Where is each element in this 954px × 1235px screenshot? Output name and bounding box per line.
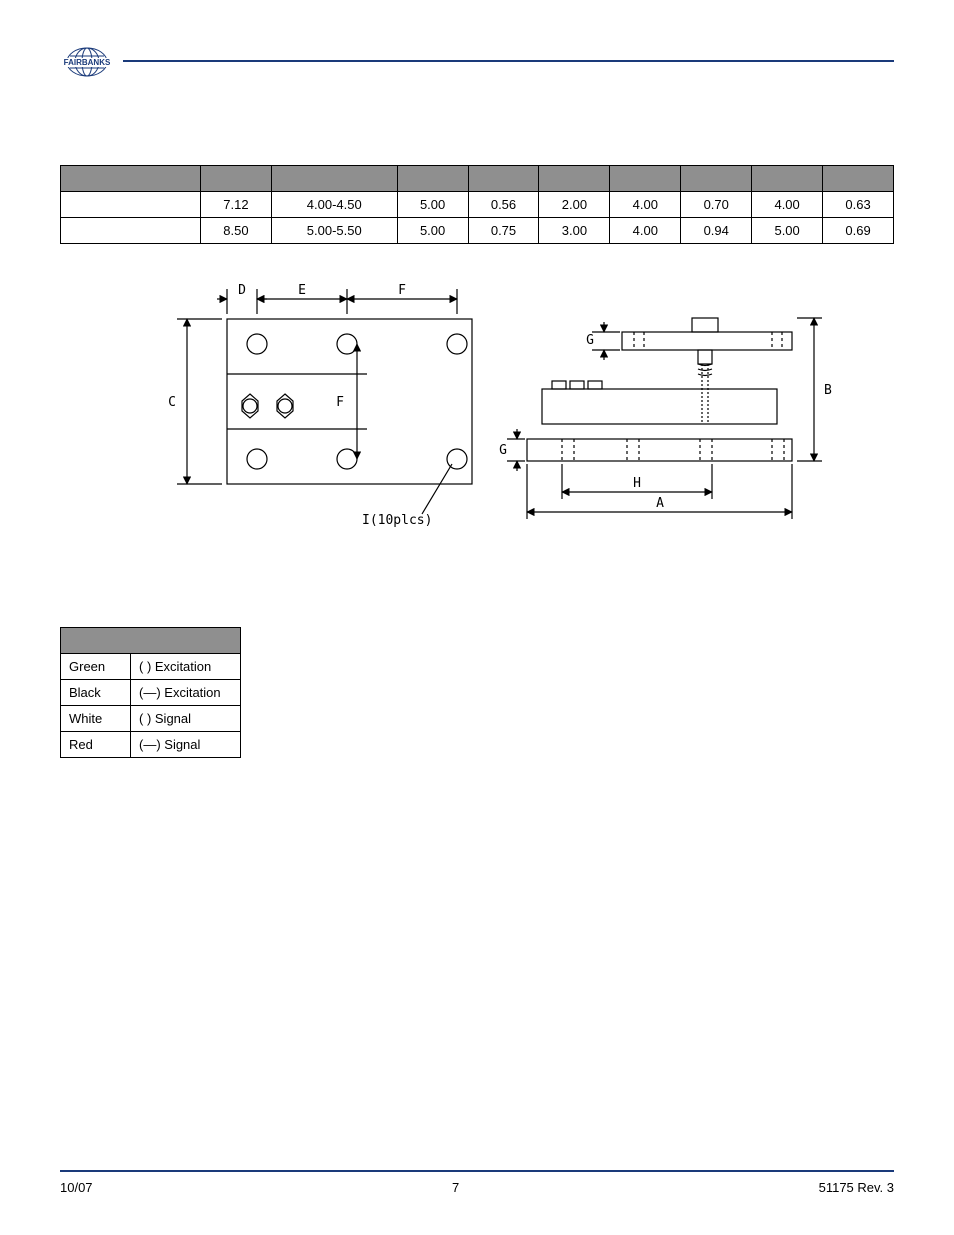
dim-cell xyxy=(61,192,201,218)
wiring-table: Green ( ) Excitation Black (—) Excitatio… xyxy=(60,627,241,758)
dim-th xyxy=(539,166,610,192)
dim-cell: 5.00 xyxy=(397,218,468,244)
dim-cell: 3.00 xyxy=(539,218,610,244)
wire-th xyxy=(61,628,241,654)
wire-function: ( ) Excitation xyxy=(131,654,241,680)
svg-text:G: G xyxy=(499,443,507,458)
dim-th xyxy=(61,166,201,192)
dim-cell: 8.50 xyxy=(201,218,272,244)
mechanical-diagram: D E F C F I(10plcs) xyxy=(60,274,894,547)
dim-th xyxy=(752,166,823,192)
dimensions-table: 7.12 4.00-4.50 5.00 0.56 2.00 4.00 0.70 … xyxy=(60,165,894,244)
dim-cell: 0.56 xyxy=(468,192,539,218)
dim-cell: 4.00-4.50 xyxy=(271,192,397,218)
dim-th xyxy=(823,166,894,192)
svg-text:B: B xyxy=(824,383,832,398)
dimensions-table-header xyxy=(61,166,894,192)
dim-cell: 0.63 xyxy=(823,192,894,218)
page-header: FAIRBANKS xyxy=(60,40,894,85)
fairbanks-logo: FAIRBANKS xyxy=(60,40,115,85)
dim-cell: 5.00 xyxy=(752,218,823,244)
header-rule xyxy=(123,60,894,62)
svg-text:F: F xyxy=(336,395,344,410)
dim-cell: 4.00 xyxy=(610,192,681,218)
wire-color: Red xyxy=(61,732,131,758)
dim-cell: 0.94 xyxy=(681,218,752,244)
dim-cell: 7.12 xyxy=(201,192,272,218)
footer-date: 10/07 xyxy=(60,1180,93,1195)
dim-cell: 4.00 xyxy=(610,218,681,244)
table-row: 8.50 5.00-5.50 5.00 0.75 3.00 4.00 0.94 … xyxy=(61,218,894,244)
footer-doc-id: 51175 Rev. 3 xyxy=(819,1180,894,1195)
page-footer: 10/07 7 51175 Rev. 3 xyxy=(60,1170,894,1195)
svg-text:H: H xyxy=(633,476,641,491)
wire-color: Green xyxy=(61,654,131,680)
dim-th xyxy=(468,166,539,192)
dim-cell: 0.75 xyxy=(468,218,539,244)
dim-th xyxy=(201,166,272,192)
table-row: White ( ) Signal xyxy=(61,706,241,732)
table-row: 7.12 4.00-4.50 5.00 0.56 2.00 4.00 0.70 … xyxy=(61,192,894,218)
svg-text:F: F xyxy=(398,283,406,298)
footer-page-number: 7 xyxy=(452,1180,459,1195)
wire-function: ( ) Signal xyxy=(131,706,241,732)
table-row: Black (—) Excitation xyxy=(61,680,241,706)
dim-cell: 5.00 xyxy=(397,192,468,218)
table-row: Green ( ) Excitation xyxy=(61,654,241,680)
dim-cell: 5.00-5.50 xyxy=(271,218,397,244)
dim-cell xyxy=(61,218,201,244)
table-row: Red (—) Signal xyxy=(61,732,241,758)
dim-th xyxy=(397,166,468,192)
dim-th xyxy=(271,166,397,192)
footer-rule xyxy=(60,1170,894,1172)
svg-text:C: C xyxy=(168,395,176,410)
wire-color: Black xyxy=(61,680,131,706)
dim-cell: 0.69 xyxy=(823,218,894,244)
svg-text:A: A xyxy=(656,496,664,511)
wire-color: White xyxy=(61,706,131,732)
svg-text:G: G xyxy=(586,333,594,348)
wire-function: (—) Signal xyxy=(131,732,241,758)
svg-text:E: E xyxy=(298,283,306,298)
dim-th xyxy=(681,166,752,192)
wire-function: (—) Excitation xyxy=(131,680,241,706)
dim-cell: 0.70 xyxy=(681,192,752,218)
svg-text:D: D xyxy=(238,283,246,298)
dim-cell: 4.00 xyxy=(752,192,823,218)
svg-text:FAIRBANKS: FAIRBANKS xyxy=(64,58,111,67)
dim-cell: 2.00 xyxy=(539,192,610,218)
dim-th xyxy=(610,166,681,192)
svg-text:I(10plcs): I(10plcs) xyxy=(362,513,432,528)
